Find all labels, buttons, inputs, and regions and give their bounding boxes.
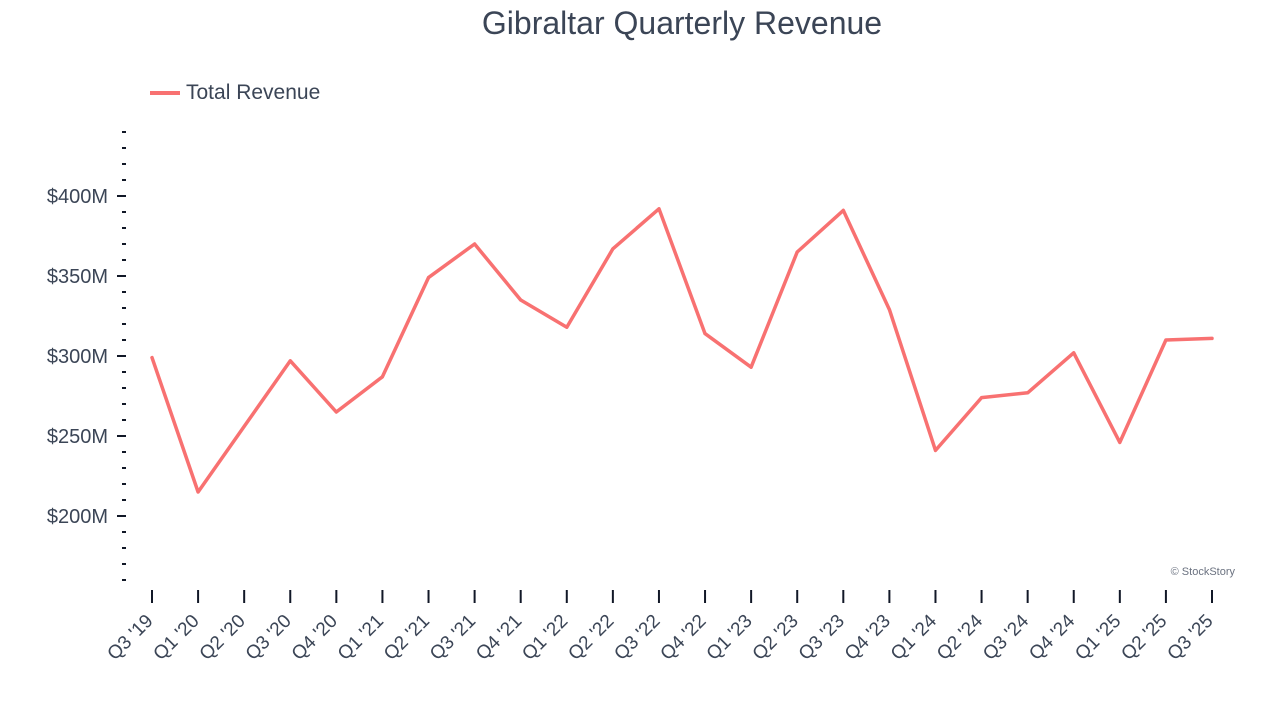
data-point bbox=[841, 208, 845, 212]
plot-area bbox=[150, 207, 1214, 494]
x-tick-label: Q4 '21 bbox=[472, 611, 526, 665]
chart-title: Gibraltar Quarterly Revenue bbox=[482, 5, 882, 41]
x-tick-label: Q4 '24 bbox=[1025, 610, 1079, 664]
x-tick-label: Q1 '22 bbox=[518, 611, 572, 665]
data-point bbox=[749, 365, 753, 369]
x-tick-label: Q4 '23 bbox=[841, 611, 895, 665]
data-point bbox=[519, 298, 523, 302]
data-point bbox=[1026, 391, 1030, 395]
data-point bbox=[380, 375, 384, 379]
x-tick-label: Q2 '25 bbox=[1117, 611, 1171, 665]
y-axis: $200M $250M $300M $350M $400M bbox=[47, 131, 126, 581]
data-point bbox=[242, 424, 246, 428]
legend: Total Revenue bbox=[150, 81, 320, 104]
data-point bbox=[196, 490, 200, 494]
data-point bbox=[980, 396, 984, 400]
data-point bbox=[1210, 336, 1214, 340]
x-tick-label: Q1 '23 bbox=[703, 611, 757, 665]
x-tick-label: Q2 '24 bbox=[933, 610, 987, 664]
x-tick-label: Q2 '23 bbox=[749, 611, 803, 665]
y-tick-label: $300M bbox=[47, 346, 108, 368]
data-point bbox=[427, 276, 431, 280]
y-tick-label: $350M bbox=[47, 266, 108, 288]
x-tick-label: Q3 '24 bbox=[979, 610, 1033, 664]
data-point bbox=[473, 242, 477, 246]
credit-text: © StockStory bbox=[1171, 566, 1236, 578]
data-point bbox=[657, 207, 661, 211]
data-point bbox=[565, 325, 569, 329]
y-tick-label: $250M bbox=[47, 426, 108, 448]
legend-label: Total Revenue bbox=[186, 81, 320, 104]
data-point bbox=[703, 332, 707, 336]
x-tick-label: Q3 '19 bbox=[104, 611, 158, 665]
data-point bbox=[611, 247, 615, 251]
series-line-total-revenue bbox=[150, 207, 1214, 494]
x-tick-label: Q4 '20 bbox=[288, 611, 342, 665]
x-tick-label: Q3 '23 bbox=[795, 611, 849, 665]
x-tick-label: Q3 '20 bbox=[242, 611, 296, 665]
data-point bbox=[1072, 351, 1076, 355]
data-point bbox=[288, 359, 292, 363]
data-point bbox=[887, 308, 891, 312]
x-tick-label: Q1 '21 bbox=[334, 611, 388, 665]
y-tick-label: $200M bbox=[47, 506, 108, 528]
x-tick-label: Q2 '20 bbox=[196, 611, 250, 665]
x-tick-label: Q1 '24 bbox=[887, 610, 941, 664]
x-tick-label: Q2 '21 bbox=[380, 611, 434, 665]
y-tick-label: $400M bbox=[47, 186, 108, 208]
x-tick-label: Q1 '25 bbox=[1071, 611, 1125, 665]
x-tick-label: Q1 '20 bbox=[150, 611, 204, 665]
x-tick-label: Q4 '22 bbox=[657, 611, 711, 665]
data-point bbox=[933, 448, 937, 452]
x-tick-label: Q3 '21 bbox=[426, 611, 480, 665]
data-point bbox=[1164, 338, 1168, 342]
x-tick-label: Q2 '22 bbox=[564, 611, 618, 665]
x-tick-label: Q3 '22 bbox=[610, 611, 664, 665]
data-point bbox=[795, 250, 799, 254]
data-point bbox=[334, 410, 338, 414]
data-point bbox=[150, 356, 154, 360]
data-point bbox=[1118, 440, 1122, 444]
x-tick-label: Q3 '25 bbox=[1164, 611, 1218, 665]
